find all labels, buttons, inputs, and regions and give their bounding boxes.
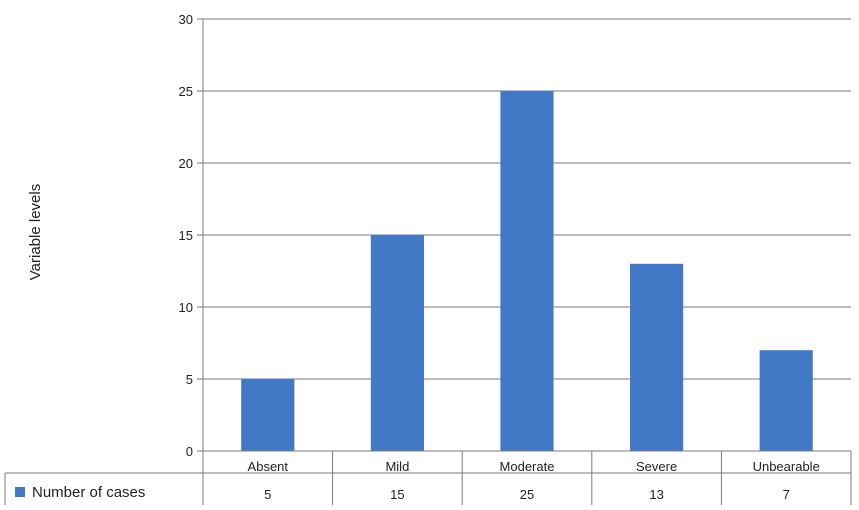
legend-label: Number of cases [32,484,145,501]
bar-mild [370,235,424,451]
y-axis-label: Variable levels [27,184,44,280]
x-tick-label: Absent [248,459,289,474]
data-label: 25 [520,487,534,502]
x-tick-label: Mild [385,459,409,474]
data-label: 5 [264,487,271,502]
bar-absent [241,379,295,451]
data-table: Absent Mild Moderate Severe Unbearable Number… [4,451,852,505]
y-tick-label: 15 [179,228,193,243]
y-tick-label: 10 [179,300,193,315]
y-tick-label: 5 [186,372,193,387]
legend-swatch [15,487,25,497]
bar-moderate [500,91,554,451]
data-label: 7 [783,487,790,502]
bars [241,91,813,451]
x-tick-label: Severe [636,459,677,474]
data-label: 15 [390,487,404,502]
y-tick-label: 20 [179,156,193,171]
x-tick-label: Moderate [500,459,555,474]
x-tick-label: Unbearable [753,459,820,474]
data-label: 13 [649,487,663,502]
axes: 0 5 10 15 20 25 30 [179,12,851,459]
bar-severe [630,263,684,451]
y-tick-label: 0 [186,444,193,459]
y-tick-label: 25 [179,84,193,99]
bar-unbearable [759,350,813,451]
y-tick-label: 30 [179,12,193,27]
